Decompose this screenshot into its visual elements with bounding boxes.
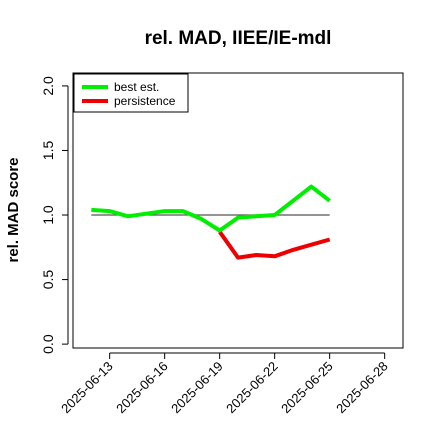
series-line-best-est (91, 184, 331, 233)
legend-box (73, 73, 189, 113)
plot-frame (72, 72, 404, 349)
x-tick-label: 2025-06-13 (58, 359, 116, 417)
y-tick-label: 2.0 (40, 76, 56, 96)
y-tick-label: 0.5 (40, 270, 56, 290)
y-tick-label: 1.5 (40, 141, 56, 161)
legend: best est. persistence (73, 73, 189, 113)
x-tick-label: 2025-06-28 (333, 359, 391, 417)
y-tick-label: 0.0 (40, 334, 56, 354)
y-axis: 0.0 0.5 1.0 1.5 2.0 (40, 76, 69, 354)
x-tick-label: 2025-06-25 (278, 359, 336, 417)
chart-title: rel. MAD, IIEE/IE-mdl (145, 28, 332, 49)
series-line-persistence (218, 230, 331, 260)
series-layer (91, 184, 331, 260)
y-tick-label: 1.0 (40, 205, 56, 225)
x-tick-label: 2025-06-22 (223, 359, 281, 417)
legend-label-persistence: persistence (114, 94, 176, 108)
y-axis-label: rel. MAD score (5, 157, 22, 262)
x-tick-label: 2025-06-19 (168, 359, 226, 417)
x-axis: 2025-06-132025-06-162025-06-192025-06-22… (58, 352, 391, 417)
x-tick-label: 2025-06-16 (113, 359, 171, 417)
legend-label-best-est: best est. (114, 80, 159, 94)
